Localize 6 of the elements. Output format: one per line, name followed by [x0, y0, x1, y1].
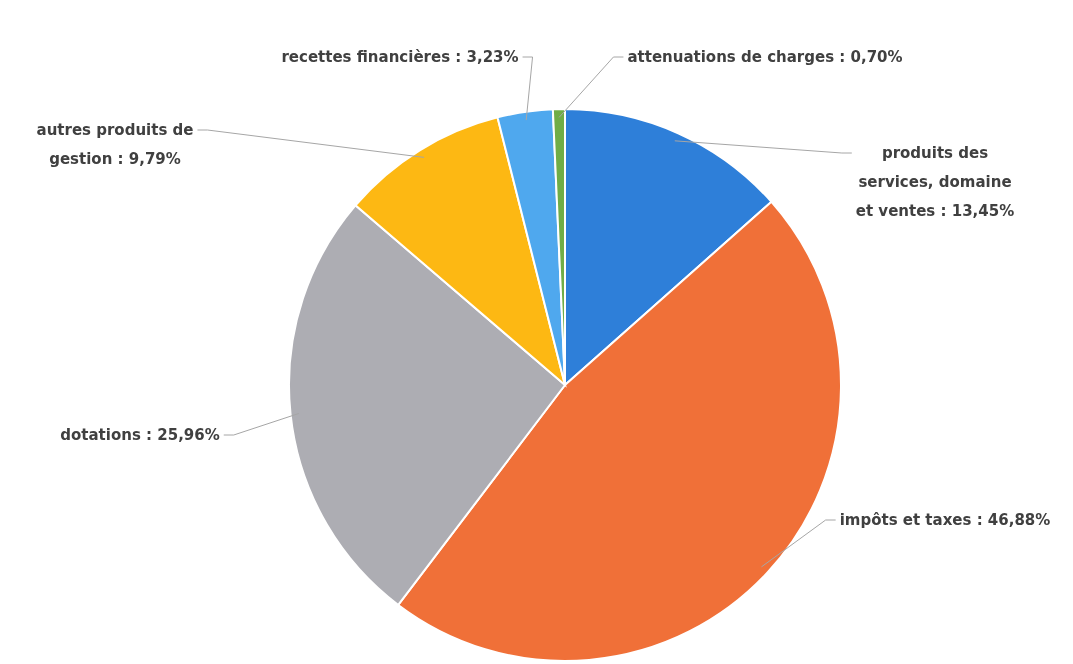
slice-label: produits des services, domaine et ventes : 13,45% [854, 143, 1016, 222]
slice-label: impôts et taxes : 46,88% [838, 510, 1052, 531]
slice-label: dotations : 25,96% [59, 425, 221, 446]
slice-label: attenuations de charges : 0,70% [626, 47, 904, 68]
slice-label: autres produits de gestion : 9,79% [35, 120, 195, 170]
slice-label: recettes financières : 3,23% [280, 47, 520, 68]
